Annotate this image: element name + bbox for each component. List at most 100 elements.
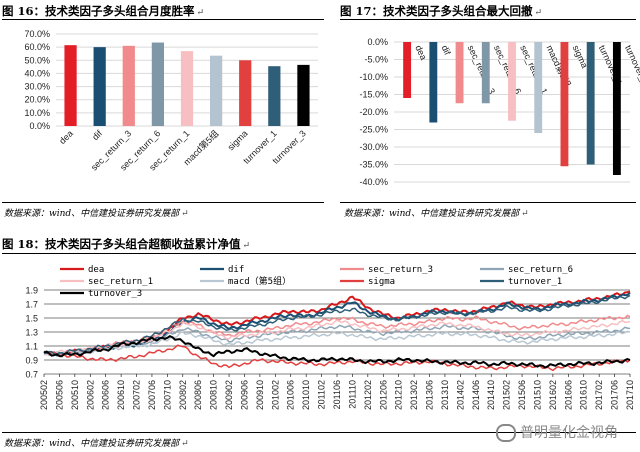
fig16-title-text: 图 16：技术类因子多头组合月度胜率 — [2, 4, 195, 18]
fig18-xtick-label: 201510 — [532, 380, 542, 410]
fig18-xtick-label: 201610 — [579, 380, 589, 410]
fig18-xtick-label: 200910 — [255, 380, 265, 410]
fig17-ytick-label: 0.0% — [367, 37, 388, 47]
fig18-xtick-label: 200706 — [147, 380, 157, 410]
fig18-xtick-label: 201310 — [440, 380, 450, 410]
fig18-xtick-label: 201702 — [594, 380, 604, 410]
fig17-xtick-label: sec_return_3 — [466, 44, 497, 96]
fig17-bottom-rule — [340, 202, 636, 203]
fig17-ytick-label: -25.0% — [359, 125, 388, 135]
fig18-xtick-label: 201106 — [332, 380, 342, 409]
fig18-legend-label-8: turnover_3 — [88, 289, 142, 299]
fig18-xtick-label: 201406 — [471, 380, 481, 410]
fig18-ytick-label: 0.7 — [25, 370, 38, 380]
fig18-legend-label-1: dif — [228, 265, 244, 275]
fig18-xtick-label: 201410 — [486, 380, 496, 410]
fig18-title-text: 图 18：技术类因子多头组合超额收益累计净值 — [2, 237, 241, 251]
fig18-legend-label-5: macd（第5组） — [228, 275, 291, 287]
fig18-source-mark: ↵ — [181, 439, 189, 449]
fig18-series-line-8 — [43, 335, 631, 369]
fig17-ytick-label: -20.0% — [359, 107, 388, 117]
fig16-ytick-label: 50.0% — [24, 55, 50, 65]
fig18-xtick-label: 201402 — [455, 380, 465, 410]
fig18-legend-label-2: sec_return_3 — [368, 265, 433, 275]
fig18-xtick-label: 201602 — [548, 380, 558, 410]
fig17-xtick-label: turnover_3 — [623, 44, 640, 87]
fig18-xtick-label: 201006 — [286, 380, 296, 410]
fig18-chart: dea dif sec_return_3 sec_return_6 sec_return… — [25, 265, 635, 410]
fig18-xtick-label: 201010 — [301, 380, 311, 410]
fig18-legend-label-7: turnover_1 — [508, 277, 562, 287]
fig16-xtick-label: sigma — [226, 128, 250, 152]
fig18-title-rule — [2, 253, 636, 254]
fig17-bar-1 — [429, 42, 438, 123]
fig18-xtick-label: 200902 — [224, 380, 234, 410]
fig18-title: 图 18：技术类因子多头组合超额收益累计净值 ↵ — [2, 236, 250, 252]
fig16-title: 图 16：技术类因子多头组合月度胜率 ↵ — [2, 3, 204, 19]
fig16-bar-0 — [64, 45, 77, 126]
fig18-xtick-label: 200802 — [178, 380, 188, 410]
fig18-series-line-3 — [43, 323, 631, 356]
fig18-series-line-4 — [43, 319, 631, 356]
fig18-legend-label-0: dea — [88, 265, 104, 275]
fig17-title: 图 17：技术类因子多头组合最大回撤 ↵ — [340, 3, 542, 19]
fig18-xtick-label: 200602 — [85, 380, 95, 410]
fig17-bar-3 — [481, 42, 490, 104]
fig17-xtick-label: dea — [413, 44, 428, 62]
fig17-ytick-label: -15.0% — [359, 90, 388, 100]
fig18-series-line-1 — [43, 292, 631, 357]
fig17-bar-2 — [455, 42, 464, 104]
fig18-xtick-label: 200710 — [162, 380, 172, 410]
fig16-source-mark: ↵ — [181, 209, 189, 219]
fig16-ytick-label: 60.0% — [24, 42, 50, 52]
fig16-ytick-label: 40.0% — [24, 68, 50, 78]
fig18-ytick-label: 1.5 — [25, 314, 38, 324]
fig17-title-mark: ↵ — [534, 8, 543, 18]
fig16-bar-8 — [297, 64, 310, 126]
fig16-source-text: 数据来源：wind、中信建投证券研究发展部 — [4, 209, 180, 219]
fig17-bar-7 — [586, 42, 595, 165]
fig18-xtick-label: 201606 — [563, 380, 573, 410]
fig16-chart: 0.0% 10.0% 20.0% 30.0% 40.0% 50.0% 60.0% 70.0% d… — [24, 29, 318, 173]
fig18-xtick-label: 201210 — [394, 380, 404, 410]
fig18-ytick-label: 0.9 — [25, 356, 38, 366]
fig18-xtick-label: 201110 — [347, 380, 357, 409]
fig18-series-line-6 — [43, 344, 631, 372]
fig16-bar-5 — [209, 55, 223, 126]
fig16-source: 数据来源：wind、中信建投证券研究发展部 ↵ — [4, 206, 189, 219]
fig18-xtick-label: 200810 — [209, 380, 219, 410]
fig17-xtick-label: macd第5组 — [544, 43, 573, 88]
fig16-ytick-label: 30.0% — [24, 82, 50, 92]
fig17-xtick-label: sec_return_1 — [518, 44, 549, 96]
watermark: 普明量化金视角 — [496, 422, 618, 442]
fig18-xtick-label: 200806 — [193, 380, 203, 410]
fig18-xtick-label: 200702 — [132, 380, 142, 410]
fig17-chart: 0.0% -5.0% -10.0% -15.0% -20.0% -25.0% -30.0% -… — [359, 37, 640, 187]
fig18-ytick-label: 1.7 — [25, 300, 38, 310]
fig17-ytick-label: -40.0% — [359, 177, 388, 187]
fig18-xtick-label: 200506 — [54, 380, 64, 410]
fig17-title-rule — [340, 19, 636, 20]
fig18-legend-label-4: sec_return_1 — [88, 277, 153, 287]
fig17-ytick-label: -10.0% — [359, 72, 388, 82]
fig18-legend-label-3: sec_return_6 — [508, 265, 573, 275]
fig17-title-text: 图 17：技术类因子多头组合最大回撤 — [340, 4, 533, 18]
fig18-xtick-label: 201506 — [517, 380, 527, 410]
fig18-series-line-5 — [43, 330, 631, 356]
fig18-source-text: 数据来源：wind、中信建投证券研究发展部 — [4, 439, 180, 449]
fig18-xtick-label: 200906 — [239, 380, 249, 410]
fig18-xtick-label: 201302 — [409, 380, 419, 410]
fig18-title-mark: ↵ — [242, 241, 251, 251]
fig18-xtick-label: 200502 — [39, 380, 49, 410]
fig17-bar-5 — [534, 42, 543, 133]
fig18-xtick-label: 201102 — [317, 380, 327, 409]
fig16-title-mark: ↵ — [196, 8, 205, 18]
fig18-xtick-label: 200610 — [116, 380, 126, 410]
fig16-ytick-label: 20.0% — [24, 95, 50, 105]
watermark-text: 普明量化金视角 — [520, 425, 618, 441]
fig16-ytick-label: 10.0% — [24, 108, 50, 118]
fig16-bar-7 — [268, 66, 281, 126]
fig17-xtick-label: dif — [440, 44, 453, 57]
fig17-source-mark: ↵ — [521, 209, 529, 219]
fig17-bar-0 — [403, 42, 412, 98]
